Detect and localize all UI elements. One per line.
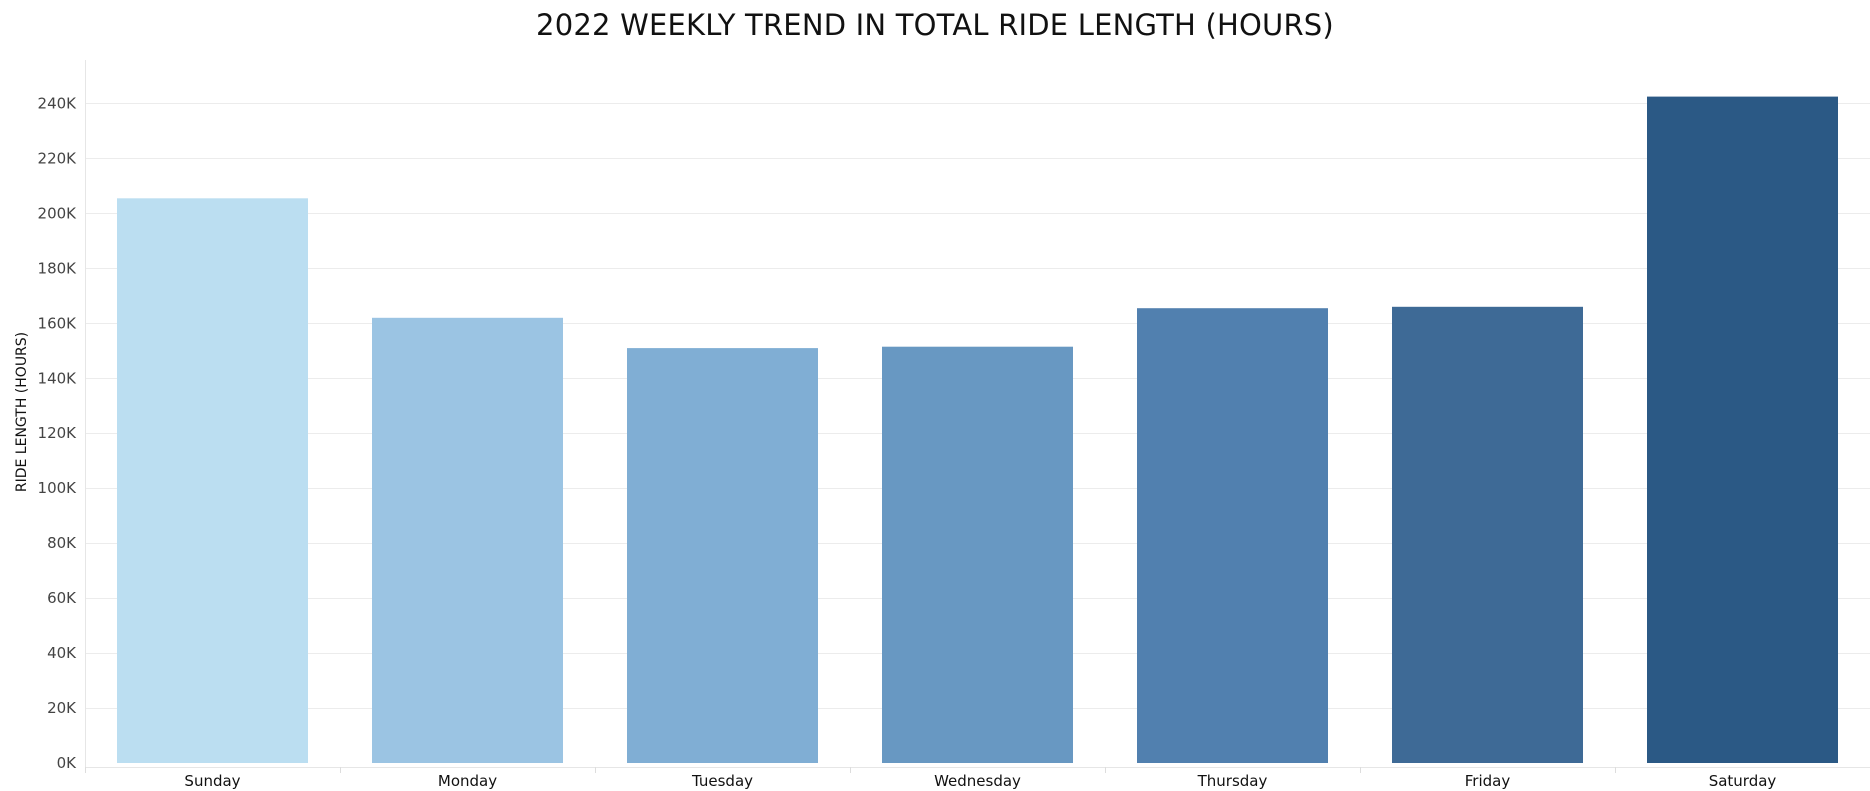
- bar-wednesday[interactable]: [882, 346, 1073, 763]
- category-label-thursday: Thursday: [1197, 772, 1268, 790]
- y-axis-title: RIDE LENGTH (HOURS): [14, 332, 30, 492]
- y-tick-label: 40K: [47, 644, 77, 662]
- category-label-saturday: Saturday: [1709, 772, 1777, 790]
- bar-monday[interactable]: [372, 317, 563, 763]
- y-tick-label: 120K: [38, 424, 78, 442]
- category-label-wednesday: Wednesday: [934, 772, 1021, 790]
- axes: [85, 60, 1870, 771]
- y-tick-label: 200K: [38, 204, 78, 222]
- chart-title: 2022 WEEKLY TREND IN TOTAL RIDE LENGTH (…: [536, 8, 1334, 42]
- y-tick-label: 100K: [38, 479, 78, 497]
- y-tick-label: 60K: [47, 589, 77, 607]
- category-label-sunday: Sunday: [184, 772, 240, 790]
- bar-friday[interactable]: [1392, 306, 1583, 763]
- y-tick-label: 20K: [47, 699, 77, 717]
- y-tick-label: 160K: [38, 314, 78, 332]
- y-tick-labels: 0K 20K 40K 60K 80K 100K 120K 140K 160K 180K 200K 22…: [38, 95, 78, 773]
- category-label-tuesday: Tuesday: [691, 772, 753, 790]
- y-tick-label: 220K: [38, 149, 78, 167]
- x-axis-ticks: [85, 767, 1616, 773]
- bar-thursday[interactable]: [1137, 308, 1328, 763]
- category-label-monday: Monday: [438, 772, 497, 790]
- bar-tuesday[interactable]: [627, 348, 818, 763]
- bar-saturday[interactable]: [1647, 96, 1838, 764]
- y-tick-label: 80K: [47, 534, 77, 552]
- bar-sunday[interactable]: [117, 198, 308, 764]
- y-tick-label: 140K: [38, 369, 78, 387]
- category-label-friday: Friday: [1465, 772, 1511, 790]
- y-tick-label: 180K: [38, 259, 78, 277]
- y-tick-label: 0K: [57, 754, 78, 772]
- bars: [117, 96, 1838, 764]
- y-tick-label: 240K: [38, 95, 78, 113]
- category-labels: Sunday Monday Tuesday Wednesday Thursday Frid…: [184, 772, 1776, 790]
